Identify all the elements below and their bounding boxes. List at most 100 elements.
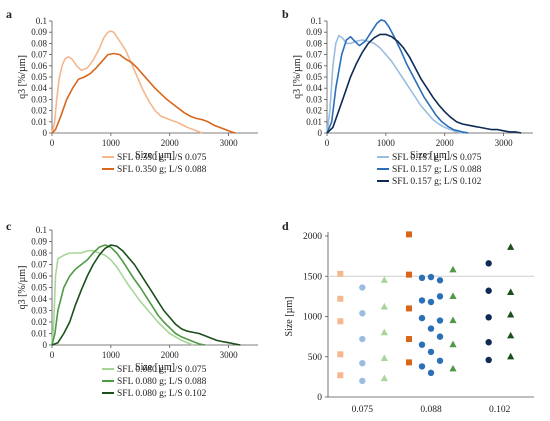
marker-0_075-1-2 — [359, 335, 366, 343]
x-tick-label-b-0: 0 — [325, 138, 330, 148]
marker-0_088-1-6 — [427, 348, 435, 356]
marker-0_088-1-13 — [436, 293, 444, 300]
x-tick-label-c-3: 3000 — [220, 350, 239, 360]
legend-label-a-1: SFL 0.350 g; L/S 0.088 — [117, 165, 207, 175]
x-axis-label-b: Size [µm] — [410, 150, 450, 161]
y-tick-label-b-5: 0.05 — [306, 72, 322, 82]
marker-0_102-0-2 — [485, 314, 492, 321]
y-tick-label-a-0: 0 — [43, 128, 48, 138]
marker-0_088-0-1 — [406, 336, 412, 343]
x-tick-label-a-0: 0 — [50, 138, 55, 148]
marker-0_075-1-1 — [359, 359, 366, 367]
legend-label-c-2: SFL 0.080 g; L/S 0.102 — [117, 389, 207, 399]
legend-label-b-0: SFL 0.157 g; L/S 0.075 — [392, 153, 482, 163]
y-tick-label-d-1: 500 — [308, 353, 323, 363]
x-tick-label-c-2: 2000 — [161, 350, 180, 360]
x-tick-label-d-1: 0.088 — [420, 405, 442, 415]
x-tick-label-c-0: 0 — [50, 350, 55, 360]
x-tick-label-d-0: 0.075 — [352, 405, 374, 415]
y-tick-label-a-3: 0.03 — [31, 94, 47, 104]
marker-0_075-0-1 — [337, 351, 344, 358]
marker-0_088-1-12 — [436, 317, 444, 324]
y-tick-label-a-6: 0.06 — [31, 61, 47, 71]
y-tick-label-a-7: 0.07 — [31, 50, 47, 60]
y-tick-label-c-0: 0 — [43, 340, 48, 350]
marker-0_102-1-2 — [507, 310, 515, 318]
y-tick-label-c-3: 0.03 — [31, 306, 47, 316]
marker-0_075-2-3 — [380, 302, 388, 310]
marker-0_075-1-4 — [359, 284, 366, 291]
y-tick-label-a-8: 0.08 — [31, 38, 47, 48]
series-line-b-0 — [326, 34, 463, 134]
x-axis-label-c: Size [µm] — [135, 362, 175, 373]
y-tick-label-b-6: 0.06 — [306, 61, 322, 71]
x-tick-label-b-2: 2000 — [436, 138, 455, 148]
y-tick-label-a-1: 0.01 — [31, 117, 47, 127]
marker-0_075-0-0 — [337, 372, 344, 379]
marker-0_088-2-3 — [449, 292, 457, 299]
panel-a: a 00.010.020.030.040.050.060.070.080.090… — [6, 7, 258, 175]
marker-0_088-2-4 — [449, 265, 457, 273]
y-tick-label-c-5: 0.05 — [31, 283, 47, 293]
legend-label-c-0: SFL 0.080 g; L/S 0.075 — [117, 365, 207, 375]
marker-0_102-0-0 — [485, 356, 492, 364]
series-line-c-0 — [51, 249, 194, 346]
x-tick-label-d-2: 0.102 — [489, 405, 511, 415]
y-tick-label-a-4: 0.04 — [31, 83, 47, 93]
y-tick-label-a-9: 0.09 — [31, 27, 47, 37]
marker-0_075-2-0 — [380, 374, 388, 382]
y-tick-label-d-3: 1500 — [303, 272, 322, 282]
marker-0_102-1-1 — [507, 331, 515, 339]
marker-0_102-0-3 — [485, 287, 492, 294]
y-tick-label-c-1: 0.01 — [31, 329, 47, 339]
marker-0_075-0-2 — [337, 318, 344, 325]
y-tick-label-c-2: 0.02 — [31, 317, 47, 327]
y-tick-label-c-8: 0.08 — [31, 248, 47, 258]
marker-0_088-1-11 — [436, 333, 444, 340]
marker-0_088-0-2 — [406, 305, 412, 312]
marker-0_075-2-4 — [380, 276, 388, 283]
y-tick-label-a-10: 0.1 — [36, 16, 47, 26]
y-tick-label-d-2: 1000 — [303, 313, 322, 323]
marker-0_088-1-9 — [427, 273, 435, 281]
series-line-a-0 — [51, 30, 203, 134]
y-tick-label-c-7: 0.07 — [31, 260, 47, 270]
x-tick-label-a-1: 1000 — [102, 138, 121, 148]
marker-0_102-0-1 — [485, 339, 492, 346]
panel-d: d 0 500 1000 1500 2000 0.075 0.088 0.102 Size [µ… — [282, 219, 534, 415]
y-axis-label-b: q3 [%/µm] — [292, 55, 303, 99]
panel-letter-a: a — [6, 7, 12, 21]
y-tick-label-c-9: 0.09 — [31, 237, 47, 247]
y-tick-label-b-8: 0.08 — [306, 38, 322, 48]
y-tick-label-c-4: 0.04 — [31, 294, 47, 304]
marker-0_088-1-4 — [418, 274, 426, 282]
marker-0_088-2-0 — [449, 364, 457, 372]
marker-0_102-1-3 — [507, 288, 515, 295]
x-axis-label-a: Size [µm] — [135, 150, 175, 161]
y-tick-label-b-9: 0.09 — [306, 27, 322, 37]
y-axis-label-a: q3 [%/µm] — [17, 55, 28, 99]
y-tick-label-d-4: 2000 — [303, 232, 322, 242]
marker-0_088-1-7 — [427, 325, 435, 332]
x-tick-label-b-3: 3000 — [495, 138, 514, 148]
marker-0_088-0-0 — [406, 359, 412, 366]
y-tick-label-b-1: 0.01 — [306, 117, 322, 127]
y-tick-label-b-3: 0.03 — [306, 94, 322, 104]
y-tick-label-b-2: 0.02 — [306, 106, 322, 116]
series-line-c-1 — [51, 244, 206, 346]
y-tick-label-a-2: 0.02 — [31, 106, 47, 116]
y-tick-label-c-6: 0.06 — [31, 271, 47, 281]
marker-0_088-2-1 — [449, 340, 457, 348]
marker-0_075-1-0 — [359, 377, 366, 385]
marker-0_088-0-4 — [406, 231, 412, 238]
x-tick-label-a-2: 2000 — [161, 138, 180, 148]
marker-0_088-1-14 — [436, 277, 444, 284]
x-tick-label-a-3: 3000 — [220, 138, 239, 148]
legend-label-b-1: SFL 0.157 g; L/S 0.088 — [392, 165, 482, 175]
panel-letter-b: b — [282, 7, 289, 21]
marker-0_088-0-3 — [406, 271, 412, 278]
y-axis-label-c: q3 [%/µm] — [17, 266, 28, 310]
y-tick-label-b-7: 0.07 — [306, 50, 322, 60]
marker-0_088-1-2 — [418, 314, 426, 322]
